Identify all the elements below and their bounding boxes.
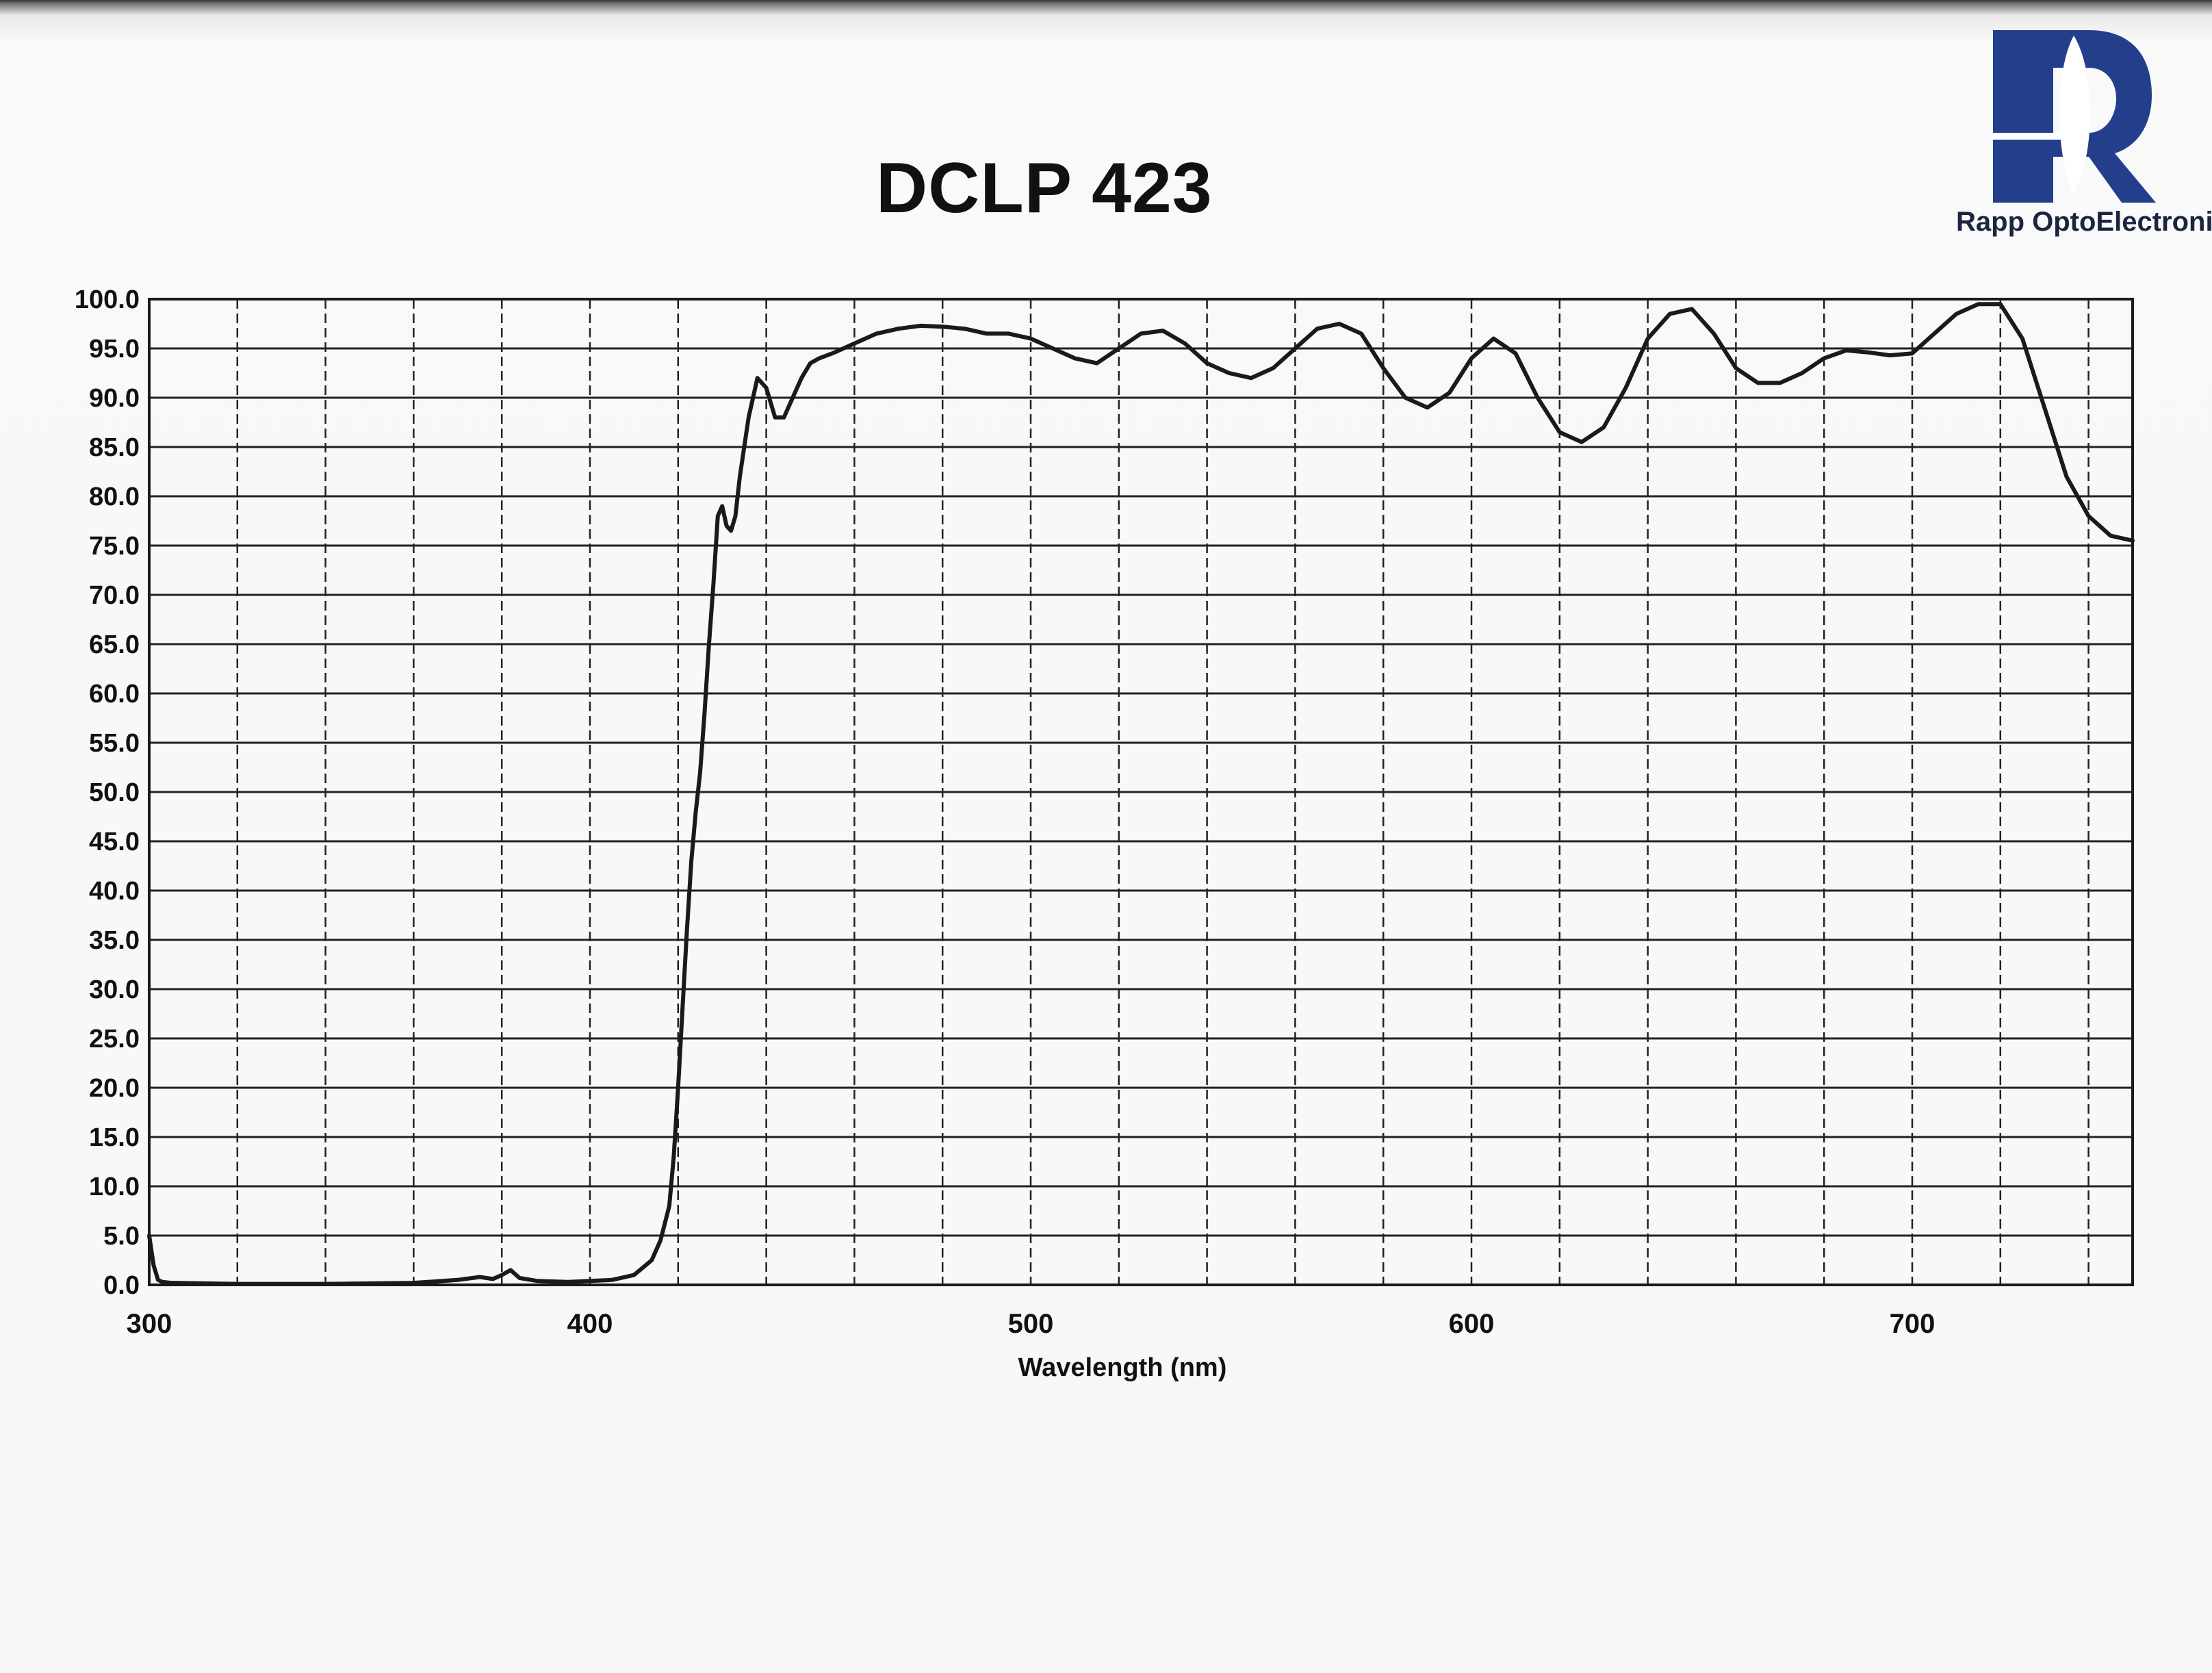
x-axis-ticks: 300 400 500 600 700	[127, 1309, 1936, 1339]
y-tick-label: 15.0	[89, 1123, 140, 1152]
y-tick-label: 30.0	[89, 975, 140, 1004]
y-tick-label: 75.0	[89, 532, 140, 561]
y-tick-label: 100.0	[75, 285, 140, 314]
x-tick-label: 400	[567, 1309, 613, 1339]
x-axis-label: Wavelength (nm)	[1018, 1353, 1227, 1382]
rapp-logo-icon	[1993, 30, 2156, 203]
x-tick-label: 600	[1449, 1309, 1495, 1339]
y-tick-label: 70.0	[89, 581, 140, 610]
y-tick-label: 50.0	[89, 778, 140, 807]
y-tick-label: 0.0	[103, 1271, 140, 1300]
y-tick-label: 95.0	[89, 335, 140, 363]
logo-mark	[1993, 30, 2156, 203]
y-tick-label: 25.0	[89, 1025, 140, 1053]
x-tick-label: 300	[127, 1309, 172, 1339]
y-axis-ticks: 100.0 95.0 90.0 85.0 80.0 75.0 70.0 65.0 60.0 55.…	[75, 285, 140, 1300]
y-tick-label: 40.0	[89, 877, 140, 906]
chart-title: DCLP 423	[876, 149, 1213, 228]
chart-grid	[149, 298, 2133, 1286]
y-tick-label: 65.0	[89, 630, 140, 659]
y-tick-label: 80.0	[89, 483, 140, 511]
x-tick-label: 700	[1890, 1309, 1936, 1339]
y-tick-label: 35.0	[89, 926, 140, 955]
x-tick-label: 500	[1008, 1309, 1054, 1339]
logo-bar	[1993, 133, 2079, 140]
y-tick-label: 45.0	[89, 828, 140, 856]
y-tick-label: 90.0	[89, 384, 140, 413]
y-tick-label: 20.0	[89, 1074, 140, 1103]
plot-frame	[148, 298, 2134, 1286]
logo-lens-shape	[2059, 36, 2090, 194]
y-tick-label: 10.0	[89, 1173, 140, 1201]
y-tick-label: 60.0	[89, 680, 140, 708]
series-line-transmission	[147, 302, 2135, 1286]
y-tick-label: 5.0	[103, 1222, 140, 1251]
y-tick-label: 55.0	[89, 729, 140, 758]
logo-text: Rapp OptoElectronic	[1956, 207, 2212, 237]
y-tick-label: 85.0	[89, 433, 140, 462]
